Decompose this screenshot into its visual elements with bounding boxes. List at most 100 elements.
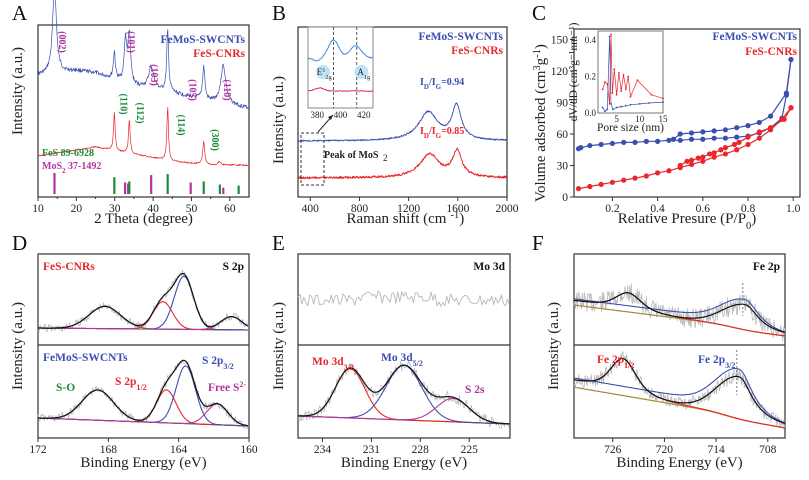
isotherm-point: [643, 173, 649, 179]
inset-y-axis-label: dV/dD (cm³g⁻¹nm⁻¹): [568, 22, 580, 121]
legend-entry: FeMoS-SWCNTs: [418, 31, 503, 43]
y-tick-label: 120: [551, 66, 569, 78]
inset-psd-point: [611, 92, 614, 94]
x-tick-label: 225: [461, 444, 479, 456]
panel-label-f: F: [532, 231, 544, 255]
reference-label-mos2-part: 2: [62, 167, 66, 175]
x-tick-label: 231: [363, 444, 381, 456]
inset-x-tick-label: 5: [614, 114, 619, 124]
xrd-series-femos-swcnts: [37, 0, 250, 110]
isotherm-point: [598, 181, 604, 187]
core-level-title: S 2p: [223, 261, 244, 273]
xps-fit-component: [38, 389, 248, 427]
isotherm-point: [734, 147, 740, 153]
isotherm-point: [670, 136, 677, 142]
x-axis-label: Binding Energy (eV): [616, 455, 742, 471]
x-tick-label: 164: [170, 444, 188, 456]
inset-x-tick-label: 10: [635, 114, 645, 124]
x-axis-label-part: /: [734, 211, 739, 227]
legend-entry: FeMoS-SWCNTs: [712, 31, 797, 43]
x-axis-label-part: P: [725, 211, 733, 227]
isotherm-point: [684, 158, 690, 164]
component-label-mo3d52-part: Mo 3d: [381, 352, 413, 364]
id-ig-femos: ID/IG=0.94: [420, 77, 464, 91]
x-tick-label: 726: [604, 444, 622, 456]
isotherm-point: [688, 130, 695, 136]
isotherm-point: [587, 142, 593, 149]
y-tick-label: 90: [557, 98, 569, 110]
inset-psd-point: [606, 108, 609, 111]
component-label-free-s-part: Free S: [208, 382, 239, 394]
xps-fit-component: [38, 275, 248, 331]
core-level-title: Mo 3d: [473, 261, 505, 273]
isotherm-point: [666, 168, 672, 174]
id-ig-femos-part: I: [420, 77, 424, 88]
inset-psd-point: [624, 104, 627, 107]
legend-entry: FeMoS-SWCNTs: [160, 34, 245, 46]
component-label-fe2p12: Fe 2p1/2: [597, 354, 634, 370]
y-axis-label-part: 3: [532, 65, 543, 70]
hkl-label: (112): [134, 102, 145, 123]
component-label-s2p12-part: 1/2: [136, 383, 146, 392]
x-axis-label: Relative Presure (P/P0): [618, 211, 757, 232]
e2g-highlight: [316, 65, 331, 79]
inset-psd-point: [615, 93, 618, 96]
x-tick-label: 720: [656, 444, 674, 456]
id-ig-fes-part: =0.85: [441, 126, 464, 137]
a1g-label: A1g: [357, 67, 371, 81]
axes-frame: [37, 253, 250, 439]
x-tick-label: 172: [29, 444, 47, 456]
id-ig-femos-part: =0.94: [441, 77, 464, 88]
y-axis-label-part: ): [533, 44, 549, 49]
isotherm-point: [768, 113, 774, 119]
component-label-fe2p12-part: Fe 2p: [597, 354, 624, 366]
component-label-fe2p32-part: Fe 2p: [698, 354, 725, 366]
isotherm-point: [745, 123, 751, 129]
inset-y-tick-label: 0.0: [585, 108, 597, 118]
x-axis-label-part: 0: [746, 221, 751, 232]
id-ig-fes-part: G: [436, 132, 442, 140]
xps-envelope: [38, 272, 249, 329]
inset-psd-point: [648, 102, 650, 104]
isotherm-point: [722, 135, 729, 141]
xps-envelope: [573, 292, 785, 334]
inset-psd-point: [611, 108, 614, 111]
isotherm-point: [745, 134, 751, 140]
inset-psd-point: [613, 68, 616, 71]
isotherm-point: [655, 138, 661, 144]
y-axis-label: Intensity (a.u.): [271, 76, 287, 164]
legend-entry: FeS-CNRs: [745, 46, 797, 58]
a1g-highlight: [354, 65, 369, 79]
x-tick-label: 20: [71, 203, 83, 215]
x-tick-label: 0.4: [650, 203, 665, 215]
isotherm-point: [768, 125, 774, 131]
isotherm-point: [756, 129, 762, 135]
component-label-fe2p12-part: 1/2: [624, 361, 634, 370]
inset-x-tick-label: 420: [357, 110, 371, 120]
inset-psd-point: [606, 82, 609, 85]
x-axis-label-part: P: [738, 211, 746, 227]
isotherm-point: [695, 155, 701, 161]
isotherm-point: [707, 151, 713, 157]
reference-label-mos2-part: MoS: [42, 161, 62, 172]
panel-label-d: D: [12, 231, 27, 255]
hkl-label: (002): [56, 31, 67, 53]
x-tick-label: 40: [147, 203, 159, 215]
x-tick-label: 1.0: [786, 203, 801, 215]
inset-psd-point: [608, 102, 611, 105]
isotherm-point: [700, 158, 706, 164]
mos2-peak-label-sub: 2: [383, 153, 388, 163]
x-axis-label-part: Relative Presure (: [618, 211, 725, 227]
panel-label-c: C: [532, 1, 546, 25]
reference-label-fes: FeS 89-6928: [42, 148, 94, 159]
x-axis-label: Raman shift (cm: [347, 211, 447, 227]
isotherm-point: [632, 175, 638, 181]
inset-psd-point: [604, 81, 606, 83]
inset-x-tick-label: 15: [659, 114, 669, 124]
inset-psd-point: [627, 75, 630, 78]
reference-label-mos2: MoS2 37-1492: [42, 161, 101, 175]
y-axis-label: Volume adsorbed (cm3g-1): [532, 44, 550, 202]
panel-d: D 172 168 164 160 Binding Energy (eV) Intensit…: [10, 231, 258, 471]
component-label-mo3d52-part: 5/2: [413, 359, 423, 368]
component-label-s2p12-part: S 2p: [115, 376, 136, 388]
